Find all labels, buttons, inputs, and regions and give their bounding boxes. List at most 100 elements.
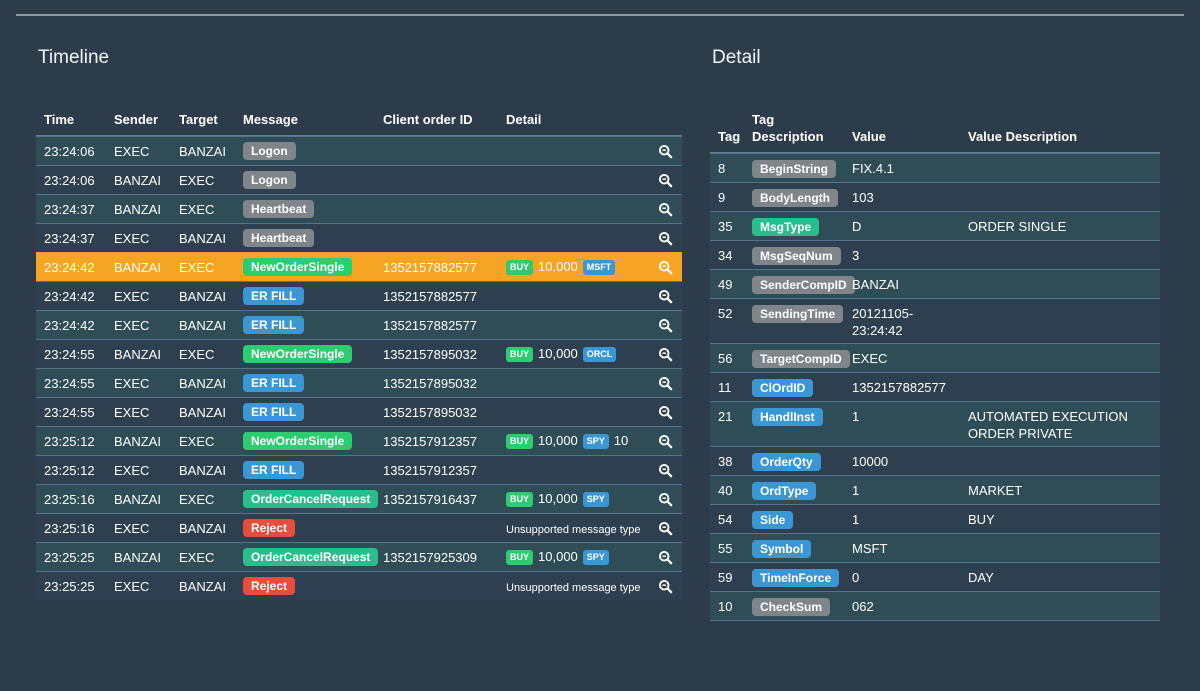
- row-zoom-button[interactable]: [650, 347, 682, 362]
- value-cell: EXEC: [852, 351, 888, 366]
- sender-cell: BANZAI: [114, 201, 161, 217]
- tag-description-cell: BeginString: [744, 154, 844, 182]
- value-cell: 1: [852, 409, 860, 424]
- order-quantity: 10,000: [538, 549, 578, 564]
- timeline-row[interactable]: 23:25:12 EXEC BANZAI ER FILL 13521579123…: [36, 455, 682, 484]
- row-zoom-button[interactable]: [650, 144, 682, 159]
- message-cell: ER FILL: [235, 316, 375, 334]
- message-type-badge: NewOrderSingle: [243, 258, 353, 276]
- time-cell: 23:25:25: [44, 549, 95, 565]
- order-symbol-badge: SPY: [582, 492, 609, 507]
- client-order-id-cell: 1352157912357: [383, 433, 477, 449]
- timeline-row[interactable]: 23:24:42 BANZAI EXEC NewOrderSingle 1352…: [36, 252, 682, 281]
- message-cell: OrderCancelRequest: [235, 490, 379, 508]
- row-zoom-button[interactable]: [650, 492, 682, 507]
- timeline-row[interactable]: 23:25:25 BANZAI EXEC OrderCancelRequest …: [36, 542, 682, 571]
- sender-cell: EXEC: [114, 143, 150, 159]
- tag-cell: 40: [718, 483, 733, 498]
- order-symbol-badge: ORCL: [582, 347, 617, 362]
- top-divider: [16, 14, 1184, 16]
- timeline-row[interactable]: 23:25:16 BANZAI EXEC OrderCancelRequest …: [36, 484, 682, 513]
- tag-cell: 21: [718, 409, 733, 424]
- timeline-row[interactable]: 23:24:42 EXEC BANZAI ER FILL 13521578825…: [36, 310, 682, 339]
- timeline-row[interactable]: 23:25:16 EXEC BANZAI Reject Unsupported …: [36, 513, 682, 542]
- row-zoom-button[interactable]: [650, 173, 682, 188]
- row-zoom-button[interactable]: [650, 521, 682, 536]
- detail-row[interactable]: 49 SenderCompID BANZAI: [710, 269, 1160, 298]
- target-cell: BANZAI: [179, 375, 226, 391]
- detail-row[interactable]: 59 TimeInForce 0 DAY: [710, 562, 1160, 591]
- timeline-row[interactable]: 23:24:06 EXEC BANZAI Logon: [36, 136, 682, 165]
- row-zoom-button[interactable]: [650, 318, 682, 333]
- detail-row[interactable]: 11 ClOrdID 1352157882577: [710, 372, 1160, 401]
- tag-description-badge: BeginString: [752, 160, 836, 178]
- detail-row[interactable]: 40 OrdType 1 MARKET: [710, 475, 1160, 504]
- timeline-table-header: Time Sender Target Message Client order …: [36, 111, 682, 136]
- tag-description-cell: MsgSeqNum: [744, 241, 844, 269]
- timeline-row[interactable]: 23:25:12 BANZAI EXEC NewOrderSingle 1352…: [36, 426, 682, 455]
- order-side-badge: BUY: [506, 434, 534, 449]
- tag-cell: 11: [718, 380, 732, 395]
- message-type-badge: OrderCancelRequest: [243, 490, 379, 508]
- detail-row[interactable]: 9 BodyLength 103: [710, 182, 1160, 211]
- message-cell: Logon: [235, 142, 375, 160]
- magnifier-icon: [658, 463, 673, 477]
- row-zoom-button[interactable]: [650, 260, 682, 275]
- detail-row[interactable]: 55 Symbol MSFT: [710, 533, 1160, 562]
- message-type-badge: ER FILL: [243, 374, 305, 392]
- timeline-row[interactable]: 23:24:37 BANZAI EXEC Heartbeat: [36, 194, 682, 223]
- timeline-row[interactable]: 23:24:55 BANZAI EXEC NewOrderSingle 1352…: [36, 339, 682, 368]
- tag-description-badge: MsgType: [752, 218, 820, 236]
- sender-cell: BANZAI: [114, 549, 161, 565]
- tag-cell: 38: [718, 454, 733, 469]
- message-cell: NewOrderSingle: [235, 345, 375, 363]
- tag-description-cell: OrdType: [744, 476, 844, 504]
- message-cell: Heartbeat: [235, 229, 375, 247]
- row-zoom-button[interactable]: [650, 579, 682, 594]
- order-side-badge: BUY: [506, 347, 534, 362]
- target-cell: EXEC: [179, 433, 215, 449]
- detail-row[interactable]: 35 MsgType D ORDER SINGLE: [710, 211, 1160, 240]
- target-cell: EXEC: [179, 259, 215, 275]
- tag-description-cell: OrderQty: [744, 447, 844, 475]
- detail-row[interactable]: 38 OrderQty 10000: [710, 446, 1160, 475]
- row-zoom-button[interactable]: [650, 463, 682, 478]
- order-detail-cell: BUY 10,000 ORCL: [498, 346, 650, 362]
- message-cell: Logon: [235, 171, 375, 189]
- row-zoom-button[interactable]: [650, 550, 682, 565]
- timeline-row[interactable]: 23:24:42 EXEC BANZAI ER FILL 13521578825…: [36, 281, 682, 310]
- header-value: Value: [852, 129, 886, 144]
- message-type-badge: ER FILL: [243, 403, 305, 421]
- row-zoom-button[interactable]: [650, 434, 682, 449]
- detail-row[interactable]: 52 SendingTime 20121105-23:24:42: [710, 298, 1160, 343]
- timeline-panel: Timeline Time Sender Target Message Clie…: [36, 47, 682, 600]
- row-zoom-button[interactable]: [650, 289, 682, 304]
- timeline-row[interactable]: 23:24:06 BANZAI EXEC Logon: [36, 165, 682, 194]
- time-cell: 23:25:12: [44, 433, 95, 449]
- detail-row[interactable]: 8 BeginString FIX.4.1: [710, 153, 1160, 182]
- timeline-row[interactable]: 23:24:55 EXEC BANZAI ER FILL 13521578950…: [36, 368, 682, 397]
- tag-cell: 55: [718, 541, 733, 556]
- detail-row[interactable]: 10 CheckSum 062: [710, 591, 1160, 621]
- row-zoom-button[interactable]: [650, 405, 682, 420]
- detail-row[interactable]: 34 MsgSeqNum 3: [710, 240, 1160, 269]
- timeline-row[interactable]: 23:24:37 EXEC BANZAI Heartbeat: [36, 223, 682, 252]
- row-zoom-button[interactable]: [650, 231, 682, 246]
- tag-description-cell: Symbol: [744, 534, 844, 562]
- detail-row[interactable]: 54 Side 1 BUY: [710, 504, 1160, 533]
- detail-row[interactable]: 21 HandlInst 1 AUTOMATED EXECUTION ORDER…: [710, 401, 1160, 446]
- detail-row[interactable]: 56 TargetCompID EXEC: [710, 343, 1160, 372]
- message-type-badge: Heartbeat: [243, 229, 315, 247]
- tag-cell: 49: [718, 277, 733, 292]
- message-cell: Reject: [235, 519, 375, 537]
- order-symbol-badge: SPY: [582, 434, 609, 449]
- target-cell: EXEC: [179, 491, 215, 507]
- timeline-row[interactable]: 23:25:25 EXEC BANZAI Reject Unsupported …: [36, 571, 682, 600]
- value-cell: 103: [852, 190, 874, 205]
- time-cell: 23:24:37: [44, 201, 95, 217]
- row-zoom-button[interactable]: [650, 376, 682, 391]
- row-zoom-button[interactable]: [650, 202, 682, 217]
- timeline-row[interactable]: 23:24:55 EXEC BANZAI ER FILL 13521578950…: [36, 397, 682, 426]
- client-order-id-cell: 1352157882577: [383, 288, 477, 304]
- tag-description-badge: Symbol: [752, 540, 812, 558]
